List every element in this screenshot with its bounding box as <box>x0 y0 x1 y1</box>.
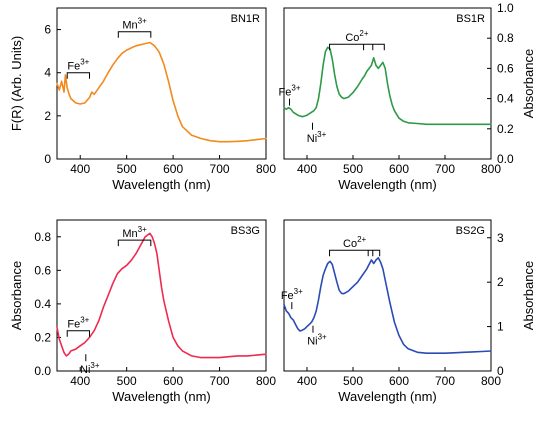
annotation-ni: Ni3+ <box>307 122 327 145</box>
y-tick-label: 0.8 <box>497 31 514 45</box>
x-tick-label: 700 <box>210 162 230 176</box>
x-tick-label: 400 <box>297 374 317 388</box>
y-tick-label: 0.6 <box>34 263 51 277</box>
series-line-bn1r <box>56 41 267 143</box>
annotation-label: Mn3+ <box>122 225 147 240</box>
x-tick-label: 600 <box>389 374 409 388</box>
x-tick-label: 800 <box>256 374 276 388</box>
annotation-label: Fe3+ <box>281 287 303 302</box>
y-tick-label: 6 <box>44 23 51 37</box>
y-tick-label: 1 <box>497 320 504 334</box>
x-tick-label: 800 <box>256 162 276 176</box>
y-tick-label: 0.6 <box>497 61 514 75</box>
annotation-mn: Mn3+ <box>117 17 152 38</box>
annotation-mn: Mn3+ <box>117 225 152 247</box>
x-tick-label: 600 <box>163 374 183 388</box>
annotation-bracket <box>66 330 91 337</box>
annotation-label: Mn3+ <box>122 17 147 32</box>
y-axis-label: F(R) (Arb. Units) <box>9 36 24 131</box>
y-tick-label: 0.2 <box>34 330 51 344</box>
annotation-fe: Fe3+ <box>279 84 301 106</box>
x-tick-label: 400 <box>70 162 90 176</box>
annotation-label: Ni3+ <box>307 130 327 145</box>
y-tick-label: 0.0 <box>34 364 51 378</box>
x-axis-label: Wavelength (nm) <box>112 177 211 192</box>
annotation-co: Co2+ <box>329 29 385 51</box>
x-axis-label: Wavelength (nm) <box>112 389 211 404</box>
y-tick-label: 2 <box>44 109 51 123</box>
x-tick-label: 500 <box>117 162 137 176</box>
annotation-label: Co2+ <box>343 235 367 250</box>
panel-tag: BS2G <box>456 225 485 237</box>
series-line-bs1r <box>283 46 492 126</box>
x-tick-label: 700 <box>435 374 455 388</box>
x-axis-label: Wavelength (nm) <box>338 389 437 404</box>
panel-bs3g: 400 500 600 700 800 0.0 0.2 0.4 0.6 0.8 Wavelength… <box>9 219 276 404</box>
x-tick-label: 700 <box>210 374 230 388</box>
annotation-bracket <box>117 239 152 247</box>
y-axis-label: Absorbance <box>521 261 536 330</box>
panel-tag: BN1R <box>231 13 260 25</box>
series-line-bs3g <box>56 232 267 359</box>
annotation-label: Co2+ <box>345 29 369 44</box>
annotation-label: Fe3+ <box>67 316 89 331</box>
y-tick-label: 1.0 <box>497 1 514 15</box>
y-tick-label: 0 <box>44 152 51 166</box>
annotation-fe: Fe3+ <box>66 58 91 79</box>
plot-frame <box>56 7 267 160</box>
annotation-label: Ni3+ <box>80 361 100 376</box>
y-tick-label: 0 <box>497 364 504 378</box>
y-tick-label: 3 <box>497 231 504 245</box>
y-axis-label: Absorbance <box>9 261 24 330</box>
y-tick-label: 4 <box>44 66 51 80</box>
x-tick-label: 500 <box>117 374 137 388</box>
y-tick-label: 0.4 <box>34 297 51 311</box>
x-tick-label: 800 <box>481 162 501 176</box>
y-tick-label: 0.0 <box>497 152 514 166</box>
x-axis-label: Wavelength (nm) <box>338 177 437 192</box>
annotation-label: Fe3+ <box>279 84 301 99</box>
x-tick-label: 500 <box>343 374 363 388</box>
annotation-co: Co2+ <box>329 235 381 257</box>
panel-bn1r: 400 500 600 700 800 0 2 4 6 Wavelength (nm) F(R) (… <box>9 7 276 192</box>
series-line-bs2g <box>283 256 492 355</box>
annotation-fe: Fe3+ <box>281 287 303 310</box>
y-tick-label: 0.4 <box>497 92 514 106</box>
x-tick-label: 500 <box>343 162 363 176</box>
annotation-label: Ni3+ <box>307 333 327 348</box>
annotation-label: Fe3+ <box>67 58 89 73</box>
annotation-bracket <box>117 31 152 38</box>
panel-tag: BS3G <box>231 225 260 237</box>
y-tick-label: 0.2 <box>497 122 514 136</box>
y-axis-label: Absorbance <box>521 49 536 118</box>
x-tick-label: 400 <box>297 162 317 176</box>
y-tick-label: 0.8 <box>34 230 51 244</box>
x-tick-label: 700 <box>435 162 455 176</box>
annotation-bracket <box>329 249 381 257</box>
annotation-fe: Fe3+ <box>66 316 91 337</box>
x-tick-label: 600 <box>389 162 409 176</box>
y-tick-label: 2 <box>497 275 504 289</box>
plot-frame <box>283 219 492 372</box>
x-tick-label: 600 <box>163 162 183 176</box>
plot-frame <box>56 219 267 372</box>
plot-frame <box>283 7 492 160</box>
annotation-bracket <box>66 72 91 79</box>
x-tick-label: 800 <box>481 374 501 388</box>
annotation-ni: Ni3+ <box>307 325 327 348</box>
annotation-bracket <box>329 43 385 51</box>
panel-tag: BS1R <box>456 13 485 25</box>
annotation-ni: Ni3+ <box>80 354 100 376</box>
x-tick-label: 400 <box>70 374 90 388</box>
